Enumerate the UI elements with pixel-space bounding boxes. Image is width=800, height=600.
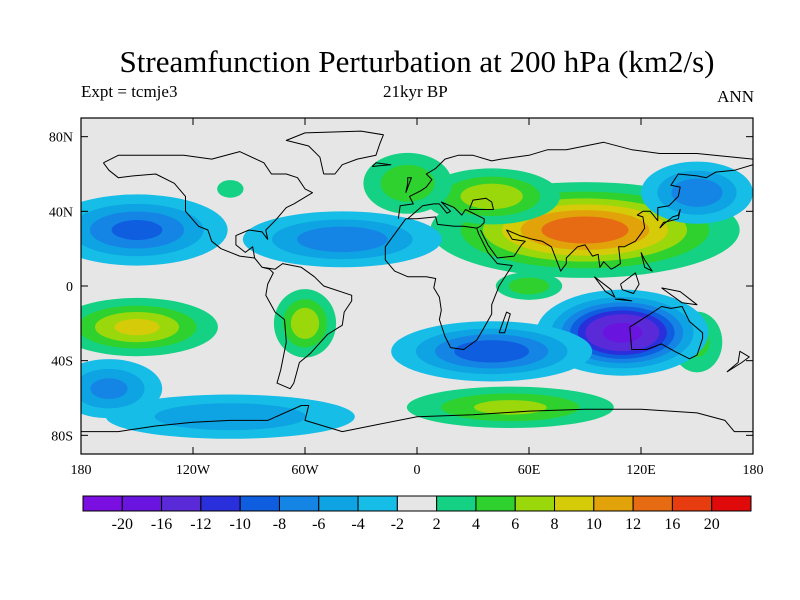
map-title: Streamfunction Perturbation at 200 hPa (…: [119, 44, 715, 79]
coastline-13: [620, 272, 640, 294]
coastline-6: [629, 306, 704, 360]
colorbar-swatch-12: [554, 495, 595, 512]
coastline-8: [81, 405, 753, 433]
x-tick-label-3: 0: [414, 463, 421, 478]
time-label: 21kyr BP: [383, 82, 448, 101]
contour-band-12-6: [602, 322, 643, 343]
colorbar-swatch-6: [318, 495, 359, 512]
colorbar-label-11: 8: [551, 516, 559, 533]
colorbar-swatch-7: [357, 495, 398, 512]
colorbar-swatch-11: [514, 495, 556, 512]
colorbar-swatch-1: [121, 495, 163, 512]
coastline-17: [371, 162, 392, 167]
colorbar-swatch-0: [82, 495, 123, 512]
colorbar-swatch-8: [396, 495, 438, 512]
colorbar-label-13: 12: [625, 516, 641, 533]
contour-band-9-1: [508, 277, 550, 295]
coastline-14: [661, 287, 698, 306]
coastline-11: [593, 276, 616, 298]
coastline-5: [468, 197, 494, 210]
coastline-2: [384, 216, 513, 350]
contour-band-7-3: [114, 318, 160, 336]
coastline-0: [102, 151, 353, 390]
y-tick-label-1: 40N: [49, 205, 73, 220]
season-label: ANN: [717, 87, 754, 106]
contour-band-13-3: [454, 340, 530, 363]
coastline-18: [640, 252, 653, 272]
contour-band-14-1: [154, 403, 306, 431]
x-tick-label-1: 120W: [176, 463, 211, 478]
y-tick-label-0: 80N: [49, 131, 73, 146]
contour-band-5-2: [297, 226, 388, 253]
coastline-15: [726, 350, 750, 373]
coastline-3: [480, 164, 753, 272]
colorbar-label-15: 20: [704, 516, 720, 533]
map-axes: 180 120W 60W 0 60E 120E 180 80N 40N 0 40S 80S: [49, 118, 764, 478]
contour-band-1-2: [460, 183, 523, 210]
colorbar-label-14: 16: [664, 516, 680, 533]
contour-band-0-5: [541, 216, 629, 244]
colorbar-label-7: -2: [391, 516, 404, 533]
coastline-7: [285, 130, 384, 175]
contour-field: [81, 118, 753, 454]
colorbar-label-2: -12: [190, 516, 211, 533]
x-tick-label-6: 180: [743, 463, 764, 478]
contour-band-15-2: [90, 378, 128, 400]
x-tick-label-5: 120E: [626, 463, 656, 478]
experiment-label: Expt = tcmje3: [81, 82, 178, 101]
colorbar-label-5: -6: [312, 516, 325, 533]
colorbar-label-4: -8: [273, 516, 286, 533]
colorbar-swatch-3: [200, 495, 241, 512]
x-tick-label-4: 60E: [518, 463, 541, 478]
colorbar-label-9: 4: [472, 516, 480, 533]
x-tick-label-2: 60W: [291, 463, 319, 478]
colorbar: -20 -16 -12 -10 -8 -6 -4 -2 2 4 6 8 10 12 16 20: [82, 495, 752, 533]
contour-band-8-2: [290, 307, 320, 339]
x-tick-label-0: 180: [71, 463, 92, 478]
y-tick-label-3: 40S: [51, 355, 73, 370]
coastline-9: [659, 209, 681, 229]
colorbar-swatch-13: [593, 495, 634, 512]
coastline-12: [614, 298, 633, 302]
colorbar-swatch-5: [278, 495, 320, 512]
colorbar-swatch-15: [671, 495, 713, 512]
colorbar-label-10: 6: [511, 516, 519, 533]
coastline-1: [397, 141, 753, 219]
colorbar-label-6: -4: [351, 516, 364, 533]
coastline-16: [498, 311, 511, 334]
colorbar-swatch-14: [632, 495, 673, 512]
colorbar-label-12: 10: [586, 516, 602, 533]
colorbar-label-8: 2: [433, 516, 441, 533]
colorbar-swatch-10: [475, 495, 516, 512]
colorbar-label-3: -10: [230, 516, 251, 533]
contour-band-6-2: [671, 178, 723, 207]
colorbar-swatch-4: [239, 495, 280, 512]
y-tick-label-4: 80S: [51, 429, 73, 444]
colorbar-swatch-9: [436, 495, 477, 512]
contour-band-3-0: [217, 180, 244, 198]
coastline-4: [407, 201, 485, 229]
colorbar-label-0: -20: [112, 516, 133, 533]
contour-band-4-3: [111, 220, 163, 240]
colorbar-label-1: -16: [151, 516, 172, 533]
colorbar-swatch-16: [711, 495, 752, 512]
colorbar-swatch-2: [161, 495, 202, 512]
coastlines: [81, 130, 753, 433]
y-tick-label-2: 0: [66, 280, 73, 295]
coastline-10: [405, 177, 412, 193]
